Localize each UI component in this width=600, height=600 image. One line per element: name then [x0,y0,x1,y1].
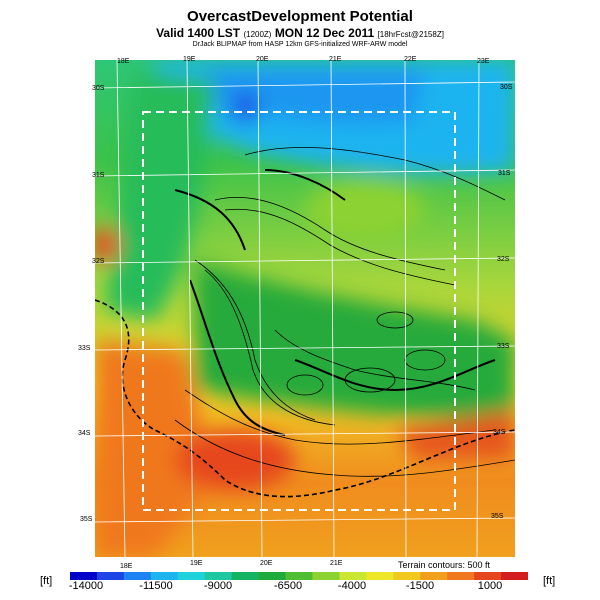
color-scale-swatch [420,572,448,580]
coastline [95,299,515,498]
lon-label-top: 22E [404,56,417,63]
color-scale-swatch [366,572,394,580]
lon-label-top: 19E [183,56,196,63]
forecast-map [95,60,515,557]
lon-label-bottom: 21E [330,560,343,567]
lat-label-left: 34S [78,430,91,437]
lat-lon-grid [95,60,515,557]
lat-label-right: 35S [491,513,504,520]
lat-label-right: 33S [497,343,510,350]
lat-label-right: 32S [497,256,510,263]
color-scale-swatch [96,572,125,580]
color-scale-swatch [231,572,260,580]
lat-label-left: 33S [78,345,91,352]
color-scale-swatch [501,572,528,580]
color-scale-swatch [150,572,179,580]
legend-label: -4000 [337,580,367,592]
legend-label: -9000 [203,580,233,592]
valid-prefix: Valid 1400 LST [156,26,241,40]
color-scale-swatch [204,572,233,580]
color-scale-bar [70,572,528,580]
lon-label-bottom: 20E [260,560,273,567]
lon-label-top: 18E [117,58,130,65]
legend-units-left: [ft] [40,575,53,587]
legend-label: -11500 [139,580,173,592]
valid-date: MON 12 Dec 2011 [274,26,375,40]
lat-label-left: 31S [92,172,105,179]
color-scale-swatch [285,572,313,580]
lon-label-top: 23E [477,58,490,65]
lon-label-bottom: 18E [120,563,133,570]
terrain-contour-note: Terrain contours: 500 ft [398,560,491,570]
terrain-contours [174,146,515,477]
lat-label-right: 34S [493,429,506,436]
color-scale-swatch [393,572,421,580]
lat-label-left: 32S [92,258,105,265]
field-shading [95,60,515,557]
legend-label: -1500 [405,580,435,592]
legend-label: -14000 [68,580,104,592]
color-scale-swatch [258,572,287,580]
valid-utc: (1200Z) [243,30,272,39]
legend-units-right: [ft] [543,575,556,587]
color-scale-swatch [312,572,340,580]
domain-boundary [142,111,456,511]
map-title: OvercastDevelopment Potential [187,8,413,25]
color-scale-swatch [447,572,475,580]
forecast-hour: [18hrFcst@2158Z] [377,30,444,39]
lat-label-left: 30S [92,85,105,92]
color-scale-swatch [177,572,206,580]
color-scale-swatch [339,572,367,580]
lon-label-top: 21E [329,56,342,63]
map-subtitle: DrJack BLIPMAP from HASP 12km GFS-initia… [192,41,408,48]
color-scale-swatch [123,572,152,580]
lat-label-right: 30S [500,84,513,91]
color-scale-swatch [474,572,502,580]
lon-label-top: 20E [256,56,269,63]
legend-label: -6500 [273,580,303,592]
bold-contours [174,169,496,436]
legend-label: 1000 [477,580,503,592]
lon-label-bottom: 19E [190,560,203,567]
lat-label-right: 31S [498,170,511,177]
color-scale-swatch [70,572,98,580]
valid-time: Valid 1400 LST (1200Z) MON 12 Dec 2011 [… [0,26,600,40]
lat-label-left: 35S [80,516,93,523]
